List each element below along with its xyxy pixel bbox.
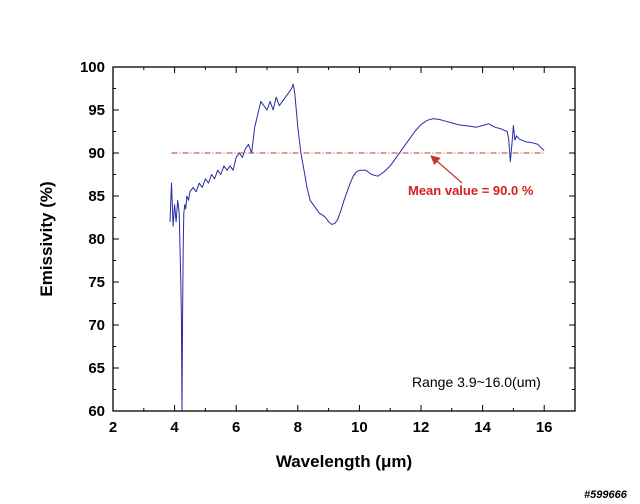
watermark: #599666	[584, 489, 628, 501]
x-axis-title-close: )	[407, 452, 413, 471]
emissivity-series-line	[169, 83, 545, 412]
plot-layer: 2 4 6 8 10 12 14 16 60 65 70 75 80 85 90 95 100	[80, 59, 576, 436]
mean-value-arrow	[430, 155, 463, 184]
range-annotation: Range 3.9~16.0(um)	[412, 374, 541, 390]
x-tick-label: 4	[170, 419, 179, 436]
y-tick-label: 60	[88, 403, 105, 420]
y-axis-title: Emissivity (%)	[37, 181, 56, 296]
y-tick-label: 65	[88, 360, 105, 377]
x-axis-title: Wavelength (μm)	[276, 452, 412, 471]
mean-value-annotation: Mean value = 90.0 %	[408, 183, 534, 198]
x-tick-label: 8	[294, 419, 302, 436]
x-tick-label: 6	[232, 419, 240, 436]
y-tick-label: 100	[80, 59, 105, 76]
y-tick-label: 75	[88, 274, 105, 291]
x-axis-title-unit: μm	[381, 452, 407, 471]
x-tick-label: 16	[536, 419, 553, 436]
y-tick-label: 85	[88, 188, 105, 205]
x-tick-label: 12	[413, 419, 430, 436]
y-tick-label: 70	[88, 317, 105, 334]
y-tick-label: 95	[88, 102, 105, 119]
y-tick-label: 90	[88, 145, 105, 162]
x-tick-label: 10	[351, 419, 368, 436]
x-tick-label: 14	[474, 419, 491, 436]
plot-frame	[112, 66, 576, 412]
x-tick-label: 2	[109, 419, 117, 436]
x-axis-title-text: Wavelength (	[276, 452, 381, 471]
y-tick-label: 80	[88, 231, 105, 248]
